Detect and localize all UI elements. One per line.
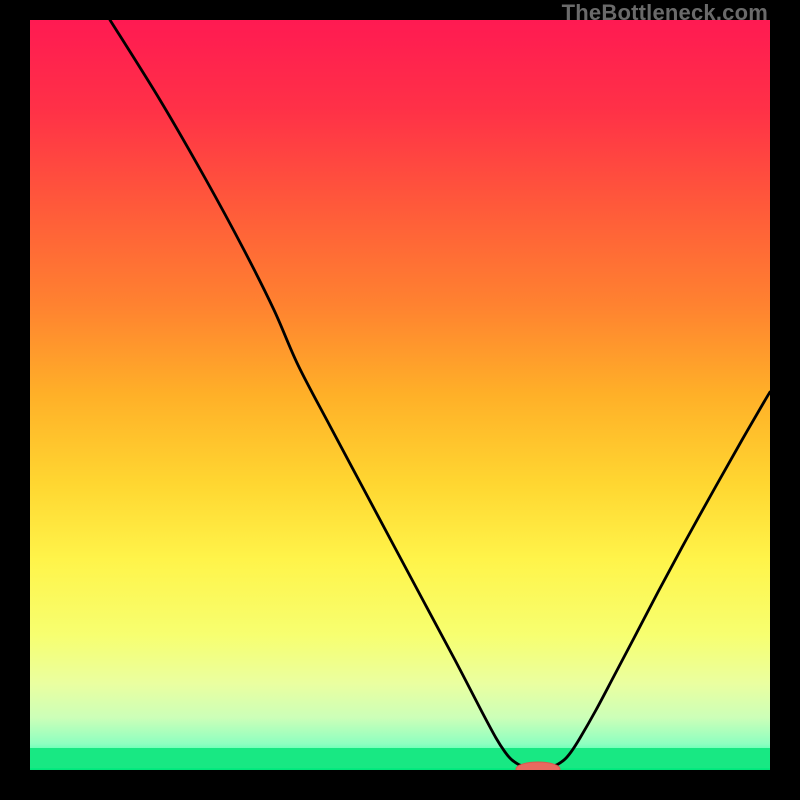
watermark-text: TheBottleneck.com: [562, 0, 768, 26]
frame-left: [0, 0, 30, 800]
frame-bottom: [0, 770, 800, 800]
chart-container: TheBottleneck.com: [0, 0, 800, 800]
bottleneck-chart: [30, 20, 770, 770]
frame-right: [770, 0, 800, 800]
green-band: [30, 748, 770, 768]
gradient-background: [30, 20, 770, 770]
